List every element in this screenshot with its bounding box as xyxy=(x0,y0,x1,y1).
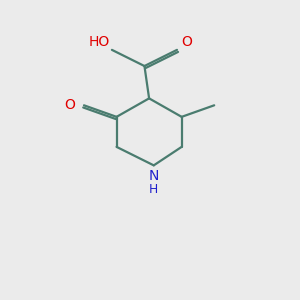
Text: O: O xyxy=(182,35,193,49)
Text: HO: HO xyxy=(88,35,109,49)
Text: H: H xyxy=(149,183,158,196)
Text: O: O xyxy=(64,98,75,112)
Text: N: N xyxy=(148,169,159,183)
